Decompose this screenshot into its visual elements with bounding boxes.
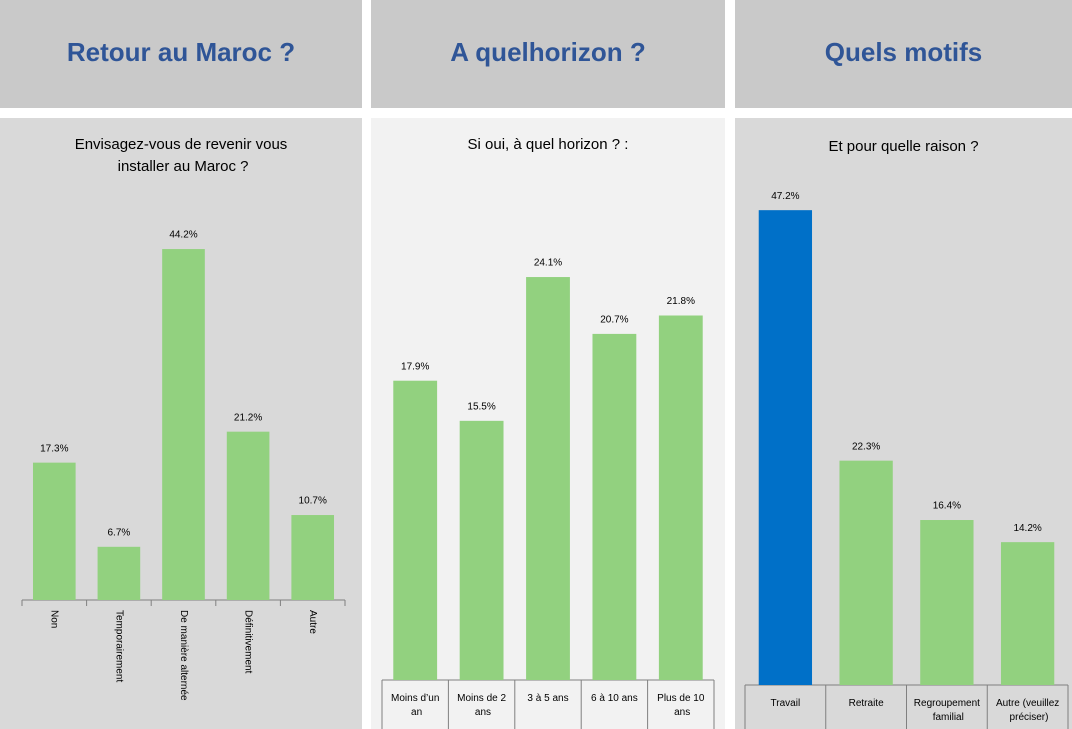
bar (459, 420, 504, 680)
value-label: 24.1% (534, 258, 562, 269)
value-label: 6.7% (108, 527, 131, 538)
category-label: 6 à 10 ans (591, 693, 638, 704)
bar (162, 249, 205, 600)
value-label: 22.3% (852, 441, 880, 452)
category-label: Temporairement (113, 610, 124, 682)
bar (758, 210, 813, 685)
value-label: 20.7% (600, 315, 628, 326)
value-label: 21.2% (234, 412, 262, 423)
value-label: 17.9% (401, 361, 429, 372)
bar (32, 462, 76, 600)
value-label: 14.2% (1013, 523, 1041, 534)
bar (658, 315, 703, 680)
bar (592, 333, 637, 680)
chart-title: Envisagez-vous de revenir vous installer… (75, 136, 288, 175)
category-label: 3 à 5 ans (527, 693, 568, 704)
category-label: Autre (veuillez préciser) (996, 698, 1059, 723)
value-label: 44.2% (169, 230, 197, 241)
bar (526, 277, 570, 680)
value-label: 21.8% (667, 296, 695, 307)
bar (291, 515, 335, 600)
panel-header: A quelhorizon ? (450, 37, 645, 67)
category-label: Non (49, 610, 60, 628)
category-label: Définitivement (242, 610, 253, 674)
panel-header: Retour au Maroc ? (67, 37, 295, 67)
value-label: 17.3% (40, 443, 68, 454)
bar (920, 520, 974, 685)
header-bg (735, 0, 1072, 108)
bar (226, 431, 270, 600)
value-label: 16.4% (933, 501, 961, 512)
header-bg (0, 0, 362, 108)
category-label: Travail (771, 698, 801, 709)
chart-title: Si oui, à quel horizon ? : (468, 136, 629, 153)
category-label: Moins de 2 ans (457, 693, 506, 718)
value-label: 47.2% (771, 191, 799, 202)
category-label: Moins d’un an (391, 693, 439, 718)
value-label: 15.5% (467, 401, 495, 412)
bar (393, 380, 438, 680)
category-label: Plus de 10 ans (657, 693, 705, 718)
category-label: Autre (307, 610, 318, 634)
bar (839, 460, 893, 685)
category-label: Regroupement familial (914, 698, 980, 723)
category-label: Retraite (849, 698, 884, 709)
bar (97, 546, 141, 600)
bar (1000, 542, 1055, 685)
chart-title: Et pour quelle raison ? (828, 138, 978, 155)
header-bg (371, 0, 725, 108)
category-label: De manière alternée (178, 610, 189, 701)
panel-header: Quels motifs (825, 37, 982, 67)
value-label: 10.7% (299, 496, 327, 507)
